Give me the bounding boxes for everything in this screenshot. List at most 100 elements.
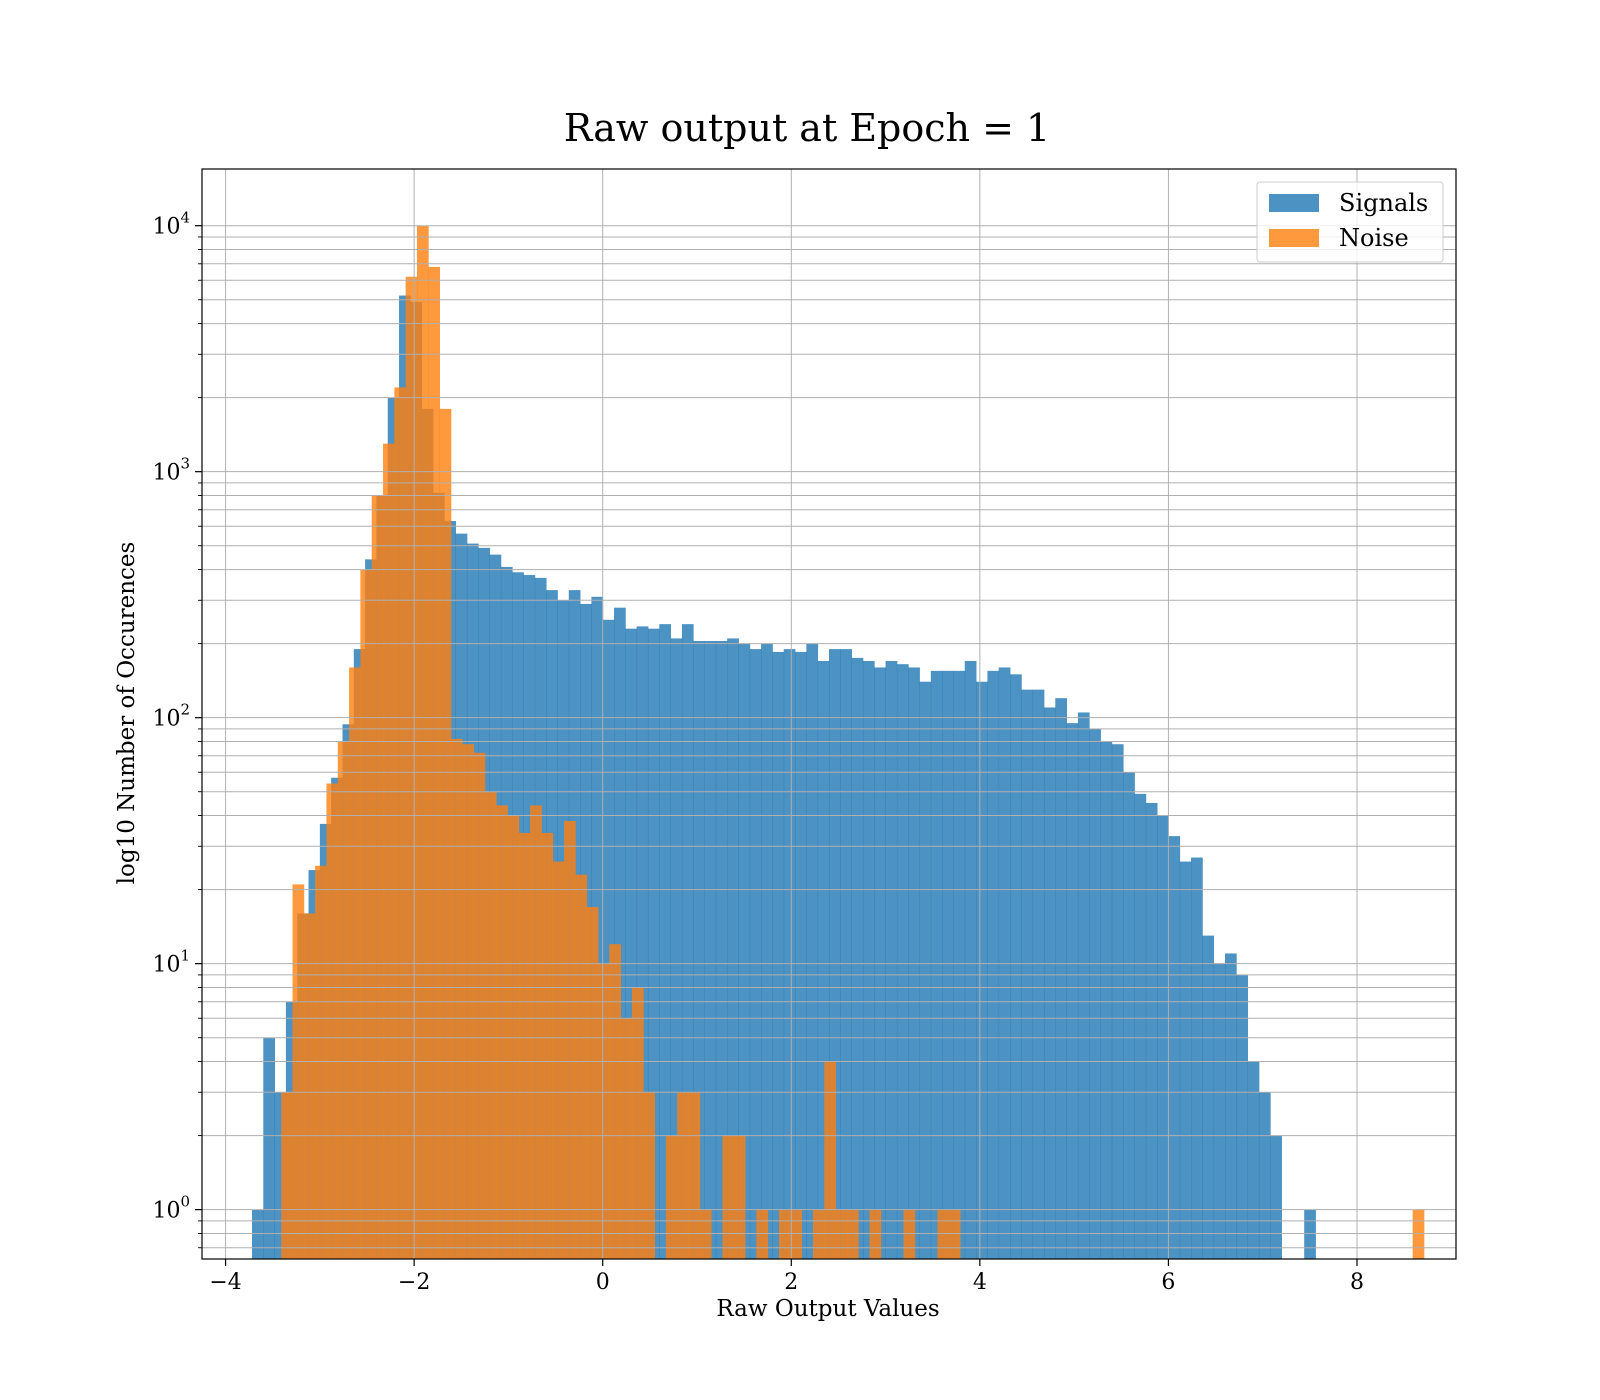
bar-signals-51 — [829, 649, 841, 1259]
bar-noise-27 — [586, 906, 599, 1259]
bar-signals-53 — [851, 657, 864, 1259]
x-tick-label: −2 — [398, 1270, 430, 1295]
bar-noise-30 — [620, 1018, 633, 1259]
bar-noise-48 — [824, 1061, 836, 1259]
bar-noise-14 — [439, 408, 452, 1259]
bar-signals-0 — [251, 1209, 264, 1259]
bar-signals-79 — [1145, 802, 1158, 1259]
bar-noise-42 — [756, 1209, 769, 1259]
bar-signals-68 — [1021, 689, 1034, 1259]
bar-noise-45 — [790, 1209, 803, 1259]
bar-noise-7 — [360, 569, 373, 1259]
bar-signals-56 — [885, 660, 898, 1259]
bar-signals-88 — [1247, 1061, 1260, 1259]
bar-signals-89 — [1258, 1092, 1271, 1259]
bar-noise-18 — [484, 791, 497, 1259]
bar-signals-49 — [806, 643, 819, 1259]
bar-signals-59 — [919, 681, 932, 1259]
bar-noise-100 — [1412, 1209, 1425, 1259]
legend-label-signals: Signals — [1339, 189, 1428, 217]
bar-noise-39 — [722, 1135, 735, 1259]
bar-noise-21 — [518, 832, 531, 1259]
bar-noise-29 — [609, 944, 622, 1259]
y-axis-label: log10 Number of Occurences — [114, 542, 140, 885]
bar-noise-58 — [937, 1209, 950, 1259]
bar-signals-42 — [727, 638, 739, 1259]
bar-signals-31 — [602, 619, 615, 1259]
bar-signals-84 — [1202, 935, 1215, 1259]
x-tick-label: 4 — [973, 1270, 987, 1295]
bar-signals-62 — [953, 670, 966, 1259]
bar-signals-65 — [987, 670, 1000, 1259]
bar-signals-35 — [647, 628, 660, 1259]
bar-signals-57 — [896, 664, 909, 1259]
bar-noise-52 — [869, 1209, 882, 1259]
bar-signals-69 — [1032, 689, 1045, 1259]
bar-signals-36 — [659, 624, 671, 1259]
bar-noise-0 — [281, 1092, 293, 1259]
bar-noise-49 — [835, 1209, 848, 1259]
bar-signals-40 — [704, 640, 717, 1259]
x-tick-label: 8 — [1350, 1270, 1364, 1295]
bar-signals-86 — [1225, 953, 1237, 1259]
bar-signals-50 — [817, 660, 830, 1259]
bar-noise-35 — [677, 1092, 689, 1259]
chart-title: Raw output at Epoch = 1 — [564, 106, 1050, 150]
legend-label-noise: Noise — [1339, 224, 1409, 252]
bar-signals-85 — [1213, 963, 1226, 1259]
bar-signals-54 — [862, 660, 875, 1259]
bar-signals-72 — [1066, 723, 1079, 1259]
x-tick-label: 6 — [1161, 1270, 1175, 1295]
bar-signals-45 — [761, 643, 773, 1259]
bar-signals-67 — [1010, 674, 1022, 1259]
bar-noise-17 — [473, 752, 486, 1259]
legend: Signals Noise — [1256, 181, 1444, 263]
bar-noise-26 — [575, 874, 588, 1259]
bar-signals-75 — [1100, 741, 1113, 1259]
bar-signals-83 — [1191, 857, 1203, 1259]
bar-signals-77 — [1123, 772, 1135, 1259]
bar-noise-32 — [643, 1092, 655, 1259]
bar-noise-28 — [598, 963, 610, 1259]
bar-signals-39 — [693, 640, 705, 1259]
bar-signals-63 — [964, 660, 977, 1259]
bar-noise-59 — [948, 1209, 961, 1259]
bar-signals-87 — [1236, 974, 1249, 1259]
x-axis-label: Raw Output Values — [716, 1296, 939, 1322]
bar-signals-82 — [1179, 861, 1192, 1259]
bars-layer — [251, 225, 1425, 1260]
bar-noise-11 — [405, 276, 418, 1259]
bar-signals-32 — [614, 607, 626, 1259]
bar-signals-61 — [942, 670, 954, 1259]
bar-signals-60 — [930, 670, 943, 1259]
bar-signals-73 — [1077, 712, 1090, 1259]
bar-noise-50 — [846, 1209, 859, 1259]
bar-signals-44 — [749, 649, 762, 1259]
bar-signals-64 — [976, 681, 988, 1259]
bar-noise-40 — [733, 1135, 746, 1259]
x-tick-label: 2 — [784, 1270, 798, 1295]
bar-signals-1 — [263, 1037, 275, 1259]
bar-noise-22 — [530, 805, 542, 1259]
bar-noise-13 — [428, 266, 440, 1259]
bar-noise-10 — [394, 387, 407, 1259]
bar-noise-9 — [383, 443, 395, 1259]
bar-noise-25 — [564, 821, 576, 1259]
bar-noise-15 — [450, 738, 463, 1259]
bar-noise-19 — [496, 805, 508, 1259]
bar-noise-5 — [337, 741, 350, 1259]
bar-signals-34 — [636, 626, 649, 1259]
bar-signals-93 — [1304, 1209, 1316, 1259]
bar-signals-70 — [1043, 707, 1056, 1259]
bar-noise-37 — [699, 1209, 712, 1259]
bar-noise-31 — [631, 987, 644, 1259]
bar-signals-33 — [625, 628, 638, 1259]
grid-layer — [202, 169, 1456, 1259]
bar-signals-38 — [681, 624, 694, 1259]
bar-signals-43 — [738, 643, 751, 1259]
bar-noise-1 — [292, 884, 305, 1259]
plot-frame — [201, 168, 1457, 1260]
bar-signals-48 — [795, 651, 807, 1259]
bar-signals-74 — [1089, 728, 1101, 1259]
